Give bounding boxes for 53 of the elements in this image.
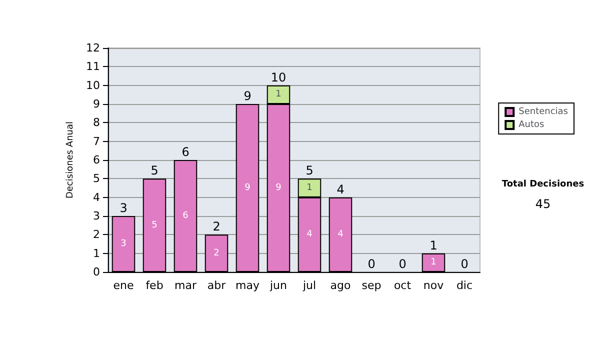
data-label: 5 [152, 220, 158, 230]
text: Total Decisiones [502, 180, 584, 190]
data-label: 9 [244, 183, 251, 193]
y-tick-label: 12 [86, 42, 100, 54]
y-tick-label: 11 [86, 60, 100, 74]
total-label: 0 [460, 257, 468, 271]
y-tick-label: 10 [86, 78, 100, 92]
y-tick-label: 0 [93, 266, 100, 278]
data-label: 9 [276, 183, 282, 193]
total-label: 3 [120, 201, 128, 215]
total-label: 1 [430, 238, 438, 252]
x-tick-label: sep [362, 279, 382, 292]
y-tick-label: 8 [93, 116, 100, 130]
data-label: 1 [430, 258, 436, 268]
data-label: 4 [338, 230, 344, 240]
y-axis-title: Decisiones Anual [66, 122, 76, 198]
legend-label: Sentencias [518, 107, 568, 117]
total-label: 10 [270, 70, 286, 84]
text: 45 [535, 197, 551, 211]
y-tick-label: 7 [93, 134, 100, 148]
y-tick-label: 1 [93, 246, 100, 260]
x-tick-label: oct [394, 279, 412, 292]
y-tick-label: 9 [93, 98, 100, 110]
x-tick-label: abr [207, 279, 226, 292]
x-tick-label: jun [269, 279, 288, 292]
total-label: 2 [212, 220, 220, 234]
x-tick-label: feb [146, 279, 164, 292]
data-label: 3 [120, 239, 126, 249]
total-label: 9 [244, 89, 252, 103]
y-tick-label: 5 [93, 172, 100, 186]
y-tick-label: 3 [93, 210, 100, 222]
x-tick-label: nov [423, 279, 444, 292]
data-label: 4 [306, 230, 313, 240]
x-tick-label: dic [456, 279, 473, 292]
total-label: 6 [182, 145, 190, 159]
data-label: 1 [276, 90, 282, 100]
total-label: 0 [368, 257, 376, 271]
total-label: 4 [336, 182, 344, 196]
x-tick-label: ago [330, 279, 351, 292]
x-tick-label: mar [174, 279, 197, 292]
y-tick-label: 4 [93, 190, 100, 204]
data-label: 1 [306, 183, 312, 193]
x-tick-label: ene [113, 279, 134, 292]
x-tick-label: may [236, 279, 260, 292]
total-label: 5 [306, 164, 314, 178]
total-label: 5 [150, 164, 158, 178]
data-label: 2 [214, 248, 220, 258]
legend-label: Autos [518, 120, 545, 130]
data-label: 6 [182, 211, 189, 221]
y-tick-label: 6 [93, 154, 100, 166]
total-label: 0 [398, 257, 406, 271]
y-tick-label: 2 [93, 228, 100, 242]
x-tick-label: jul [302, 279, 316, 292]
